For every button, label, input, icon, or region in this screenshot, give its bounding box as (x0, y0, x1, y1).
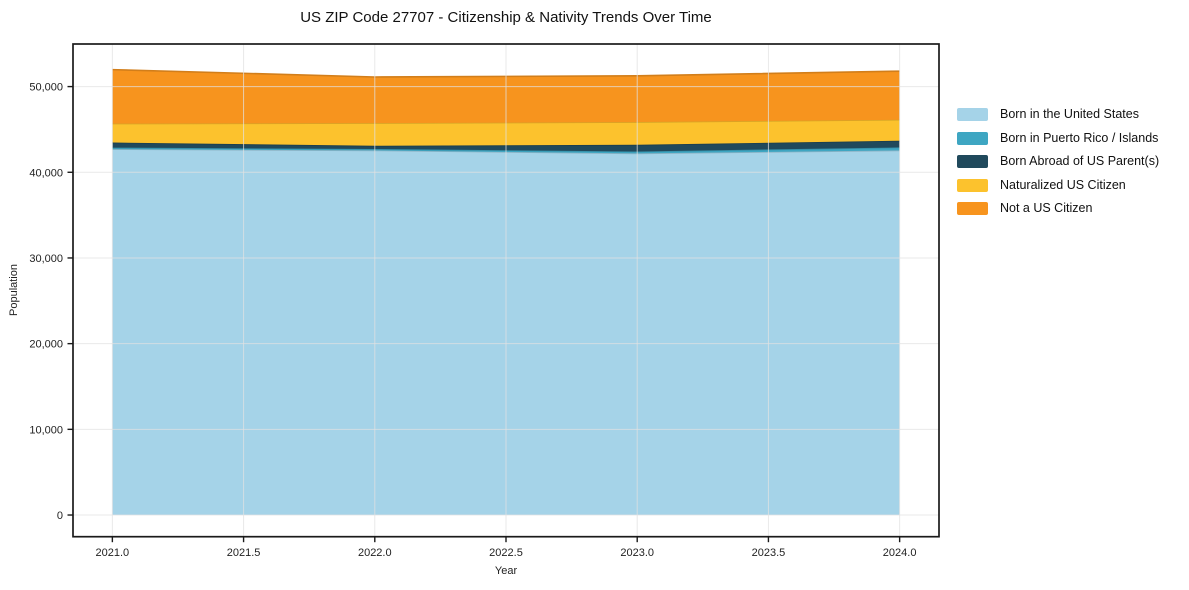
legend-item-born-us: Born in the United States (957, 108, 1159, 121)
grid-layer (73, 44, 939, 537)
legend-swatch-naturalized-icon (957, 178, 988, 192)
chart-title: US ZIP Code 27707 - Citizenship & Nativi… (300, 9, 712, 26)
legend-label-not-citizen: Not a US Citizen (1000, 201, 1093, 215)
legend: Born in the United States Born in Puerto… (957, 108, 1159, 226)
y-tick-label: 40,000 (29, 167, 63, 179)
x-axis-label: Year (494, 565, 518, 577)
legend-swatch-not-citizen-icon (957, 202, 988, 215)
legend-label-born-abroad: Born Abroad of US Parent(s) (1000, 154, 1160, 168)
legend-label-puerto-rico: Born in Puerto Rico / Islands (1000, 130, 1159, 145)
x-tick-label: 2023.5 (752, 547, 786, 559)
x-tick-label: 2023.0 (620, 547, 654, 559)
x-tick-label: 2022.5 (489, 547, 523, 559)
legend-label-naturalized: Naturalized US Citizen (1000, 177, 1126, 192)
legend-swatch-puerto-rico-icon (957, 131, 988, 145)
legend-item-naturalized: Naturalized US Citizen (957, 177, 1159, 192)
legend-item-not-citizen: Not a US Citizen (957, 202, 1159, 215)
x-tick-label: 2021.5 (227, 547, 261, 559)
legend-item-puerto-rico: Born in Puerto Rico / Islands (957, 130, 1159, 145)
x-tick-label: 2021.0 (96, 547, 130, 559)
x-tick-label: 2024.0 (883, 547, 917, 559)
axis-layer: 2021.0 2021.5 2022.0 2022.5 2023.0 2023.5 2024… (29, 43, 940, 559)
y-tick-label: 50,000 (29, 82, 63, 94)
y-tick-label: 30,000 (29, 253, 63, 265)
y-tick-label: 20,000 (29, 339, 63, 351)
x-tick-label: 2022.0 (358, 547, 392, 559)
y-tick-label: 10,000 (29, 424, 63, 436)
legend-item-born-abroad: Born Abroad of US Parent(s) (957, 155, 1159, 168)
legend-label-born-us: Born in the United States (1000, 107, 1139, 121)
y-tick-label: 0 (57, 510, 63, 522)
legend-swatch-born-us-icon (957, 108, 988, 121)
y-axis-label: Population (8, 264, 20, 316)
legend-swatch-born-abroad-icon (957, 155, 988, 168)
